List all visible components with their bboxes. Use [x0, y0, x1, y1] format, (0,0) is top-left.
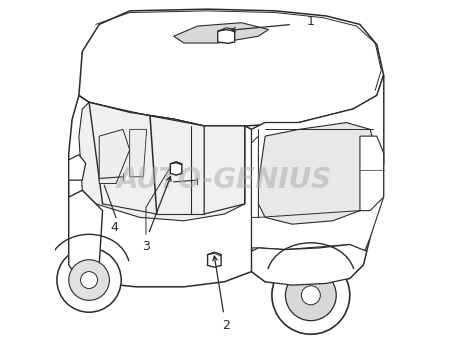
Polygon shape [218, 30, 235, 44]
Circle shape [286, 270, 336, 321]
Polygon shape [207, 252, 221, 256]
Polygon shape [360, 136, 383, 211]
Polygon shape [218, 28, 235, 31]
Text: 3: 3 [142, 240, 150, 253]
Polygon shape [174, 23, 269, 43]
Text: AUTO-GENIUS: AUTO-GENIUS [117, 166, 332, 194]
Polygon shape [170, 162, 182, 165]
Polygon shape [258, 123, 377, 224]
Polygon shape [251, 75, 383, 285]
Text: 2: 2 [222, 319, 230, 332]
Text: 4: 4 [110, 221, 119, 234]
Polygon shape [69, 155, 86, 180]
Polygon shape [79, 102, 245, 221]
Polygon shape [251, 75, 383, 255]
Polygon shape [170, 162, 182, 175]
Polygon shape [69, 190, 103, 280]
Polygon shape [79, 9, 383, 126]
Polygon shape [69, 96, 251, 287]
Circle shape [69, 260, 110, 300]
Polygon shape [251, 244, 367, 285]
Polygon shape [99, 129, 130, 184]
Text: 1: 1 [307, 15, 315, 28]
Circle shape [57, 248, 121, 312]
Polygon shape [130, 129, 147, 177]
Circle shape [272, 256, 350, 334]
Circle shape [301, 286, 320, 305]
Circle shape [80, 272, 97, 289]
Polygon shape [251, 136, 258, 217]
Polygon shape [207, 253, 221, 267]
